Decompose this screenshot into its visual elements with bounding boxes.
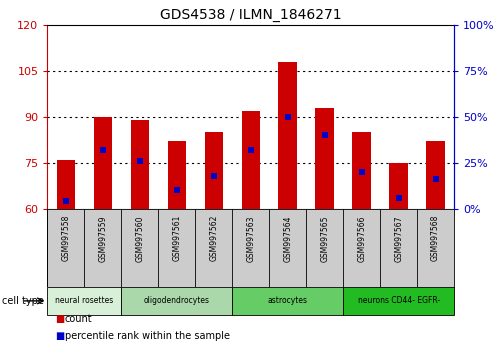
Bar bbox=[278, 62, 297, 209]
Bar bbox=[168, 141, 186, 209]
Text: ■: ■ bbox=[55, 331, 64, 341]
Bar bbox=[57, 160, 75, 209]
Text: GSM997566: GSM997566 bbox=[357, 215, 366, 262]
Bar bbox=[352, 132, 371, 209]
Text: GSM997564: GSM997564 bbox=[283, 215, 292, 262]
Text: count: count bbox=[65, 314, 92, 324]
Bar bbox=[242, 111, 260, 209]
Bar bbox=[389, 163, 408, 209]
Title: GDS4538 / ILMN_1846271: GDS4538 / ILMN_1846271 bbox=[160, 8, 341, 22]
Text: percentile rank within the sample: percentile rank within the sample bbox=[65, 331, 230, 341]
Bar bbox=[315, 108, 334, 209]
Bar bbox=[343, 287, 454, 315]
Text: GSM997559: GSM997559 bbox=[98, 215, 107, 262]
Bar bbox=[94, 117, 112, 209]
Text: neural rosettes: neural rosettes bbox=[55, 296, 113, 306]
Text: ■: ■ bbox=[55, 314, 64, 324]
Text: GSM997562: GSM997562 bbox=[209, 215, 218, 262]
Text: cell type: cell type bbox=[2, 296, 44, 306]
Text: GSM997558: GSM997558 bbox=[61, 215, 70, 262]
Text: astrocytes: astrocytes bbox=[268, 296, 308, 306]
Text: oligodendrocytes: oligodendrocytes bbox=[144, 296, 210, 306]
Text: GSM997560: GSM997560 bbox=[135, 215, 144, 262]
Text: GSM997565: GSM997565 bbox=[320, 215, 329, 262]
Bar bbox=[121, 287, 232, 315]
Bar bbox=[205, 132, 223, 209]
Bar bbox=[426, 141, 445, 209]
Text: GSM997567: GSM997567 bbox=[394, 215, 403, 262]
Text: GSM997561: GSM997561 bbox=[172, 215, 181, 262]
Bar bbox=[232, 287, 343, 315]
Bar bbox=[47, 287, 121, 315]
Text: GSM997563: GSM997563 bbox=[246, 215, 255, 262]
Text: neurons CD44- EGFR-: neurons CD44- EGFR- bbox=[357, 296, 440, 306]
Bar bbox=[131, 120, 149, 209]
Text: GSM997568: GSM997568 bbox=[431, 215, 440, 262]
